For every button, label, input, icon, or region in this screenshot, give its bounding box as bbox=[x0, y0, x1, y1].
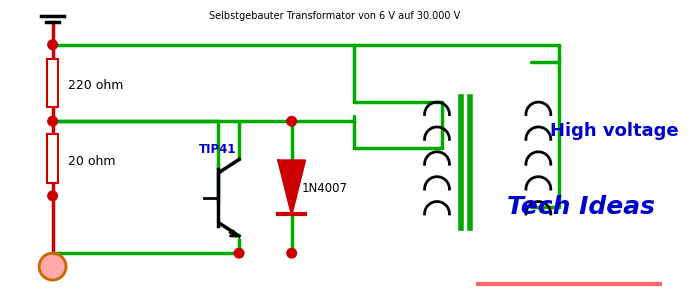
Text: 1N4007: 1N4007 bbox=[301, 182, 347, 195]
Circle shape bbox=[48, 40, 57, 49]
Circle shape bbox=[48, 116, 57, 126]
Text: 220 ohm: 220 ohm bbox=[68, 79, 123, 92]
Text: Tech Ideas: Tech Ideas bbox=[507, 195, 654, 219]
Polygon shape bbox=[279, 160, 305, 214]
Circle shape bbox=[287, 248, 296, 258]
Bar bbox=[47, 134, 58, 184]
Circle shape bbox=[287, 116, 296, 126]
Text: TIP41: TIP41 bbox=[199, 143, 237, 156]
Circle shape bbox=[48, 191, 57, 201]
Text: Selbstgebauter Transformator von 6 V auf 30.000 V: Selbstgebauter Transformator von 6 V auf… bbox=[209, 11, 461, 21]
Bar bbox=[47, 59, 58, 107]
Circle shape bbox=[39, 253, 66, 280]
Circle shape bbox=[234, 248, 244, 258]
Text: 20 ohm: 20 ohm bbox=[68, 155, 116, 168]
Text: High voltage: High voltage bbox=[550, 122, 678, 140]
